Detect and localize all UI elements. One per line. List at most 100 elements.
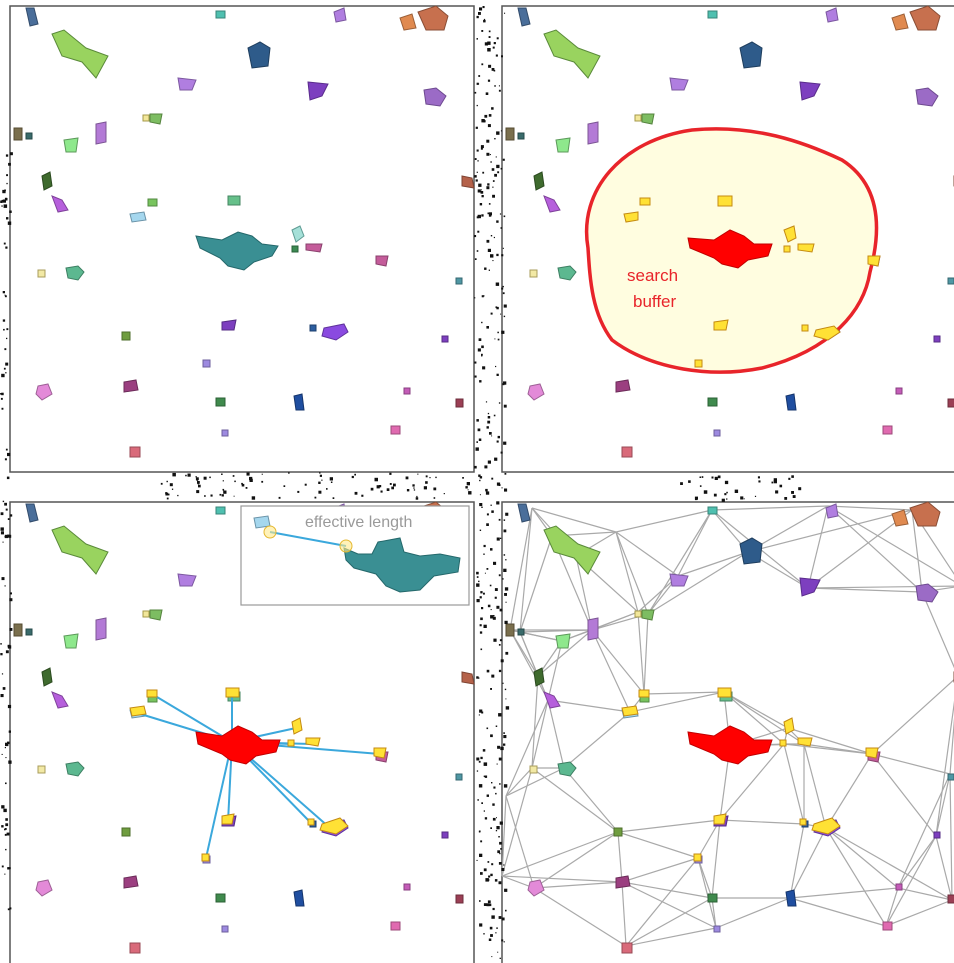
- speckle: [491, 674, 495, 678]
- speckle: [791, 475, 794, 478]
- speckle: [480, 840, 483, 843]
- network-edge: [827, 505, 954, 582]
- speckle: [501, 330, 505, 334]
- speckle: [501, 868, 505, 871]
- speckle: [480, 617, 483, 621]
- speckle: [503, 864, 505, 866]
- speckle: [485, 92, 489, 95]
- speckle: [485, 491, 490, 495]
- speckle: [479, 853, 483, 857]
- speckle: [319, 472, 321, 474]
- speckle: [496, 164, 500, 169]
- speckle: [479, 476, 483, 479]
- speckle: [481, 355, 483, 357]
- network-edge: [723, 691, 785, 745]
- network-edge: [897, 773, 951, 889]
- speckle: [474, 158, 477, 160]
- speckle: [4, 294, 6, 296]
- network-edge: [647, 509, 713, 615]
- speckle: [5, 848, 7, 851]
- speckle: [486, 669, 490, 673]
- speckle: [703, 490, 708, 494]
- speckle: [486, 326, 489, 329]
- speckle: [484, 817, 488, 820]
- speckle: [477, 348, 481, 352]
- speckle: [0, 512, 4, 516]
- speckle: [784, 497, 788, 500]
- speckle: [498, 402, 501, 404]
- speckle: [7, 452, 11, 457]
- network-edge: [575, 555, 593, 631]
- speckle: [757, 476, 760, 479]
- speckle: [476, 104, 478, 107]
- patch: [305, 243, 323, 253]
- speckle: [488, 938, 492, 941]
- speckle: [3, 242, 6, 245]
- speckle: [494, 596, 497, 599]
- speckle: [491, 477, 494, 480]
- speckle: [474, 297, 476, 299]
- speckle: [477, 214, 481, 219]
- speckle: [304, 483, 307, 486]
- network-edge: [615, 531, 679, 577]
- speckle: [4, 458, 7, 461]
- speckle: [496, 220, 499, 223]
- speckle: [499, 852, 501, 855]
- speckle: [479, 529, 482, 531]
- speckle: [490, 934, 493, 937]
- speckle: [376, 485, 380, 489]
- network-edge: [533, 881, 623, 889]
- speckle: [476, 770, 479, 772]
- speckle: [417, 473, 419, 475]
- speckle: [773, 480, 777, 484]
- speckle: [501, 487, 503, 489]
- speckle: [165, 492, 169, 496]
- network-edge: [615, 531, 639, 613]
- speckle: [479, 503, 483, 507]
- speckle: [496, 537, 500, 541]
- speckle: [504, 888, 508, 892]
- speckle: [5, 823, 9, 827]
- speckle: [484, 42, 488, 46]
- speckle: [788, 477, 791, 480]
- network-edge: [711, 897, 717, 929]
- network-edge: [531, 675, 539, 769]
- speckle: [491, 863, 494, 866]
- speckle: [297, 490, 300, 493]
- speckle: [329, 477, 333, 481]
- speckle: [495, 830, 498, 832]
- speckle: [498, 574, 501, 577]
- speckle: [479, 624, 482, 627]
- speckle: [498, 757, 502, 761]
- network-edge: [897, 835, 937, 889]
- speckle: [493, 615, 495, 617]
- speckle: [489, 154, 491, 156]
- target-patch: [343, 537, 461, 593]
- speckle: [4, 502, 7, 506]
- speckle: [5, 246, 8, 249]
- speckle: [481, 607, 484, 610]
- speckle: [6, 476, 10, 480]
- speckle: [496, 482, 501, 486]
- speckle: [721, 498, 725, 502]
- speckle: [504, 688, 507, 691]
- speckle: [415, 497, 419, 500]
- speckle: [481, 195, 484, 198]
- speckle: [374, 477, 378, 482]
- speckle: [501, 917, 505, 921]
- speckle: [481, 345, 484, 349]
- speckle: [8, 162, 11, 166]
- speckle: [490, 312, 493, 315]
- speckle: [498, 916, 502, 919]
- background-speckle: [0, 6, 802, 959]
- speckle: [496, 440, 499, 443]
- speckle: [319, 474, 322, 477]
- speckle: [2, 199, 6, 203]
- panel-search-buffer: search buffer: [501, 5, 954, 473]
- speckle: [5, 757, 7, 759]
- speckle: [497, 435, 500, 439]
- speckle: [210, 494, 213, 497]
- network-edge: [807, 587, 923, 593]
- network-edge: [911, 509, 923, 593]
